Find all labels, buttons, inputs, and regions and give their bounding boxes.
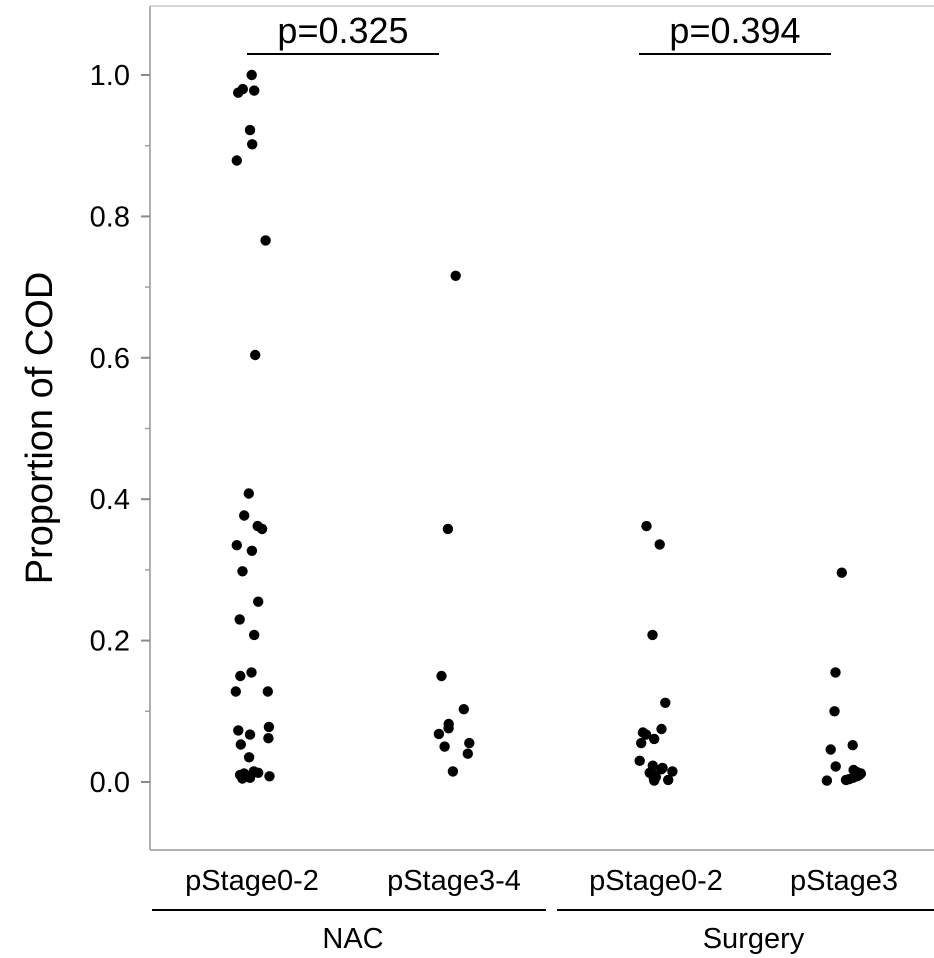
data-point — [247, 139, 258, 150]
data-point — [263, 721, 275, 733]
y-tick-label: 0.4 — [90, 484, 130, 516]
data-point — [237, 83, 248, 95]
x-tick-label: pStage0-2 — [185, 865, 319, 897]
data-point — [253, 767, 264, 778]
data-point — [250, 349, 261, 361]
group-label: NAC — [322, 923, 383, 955]
data-point — [634, 755, 645, 766]
p-value-label: p=0.394 — [669, 10, 800, 51]
data-point — [654, 539, 665, 550]
data-point — [647, 629, 658, 641]
y-tick-label: 0.8 — [90, 201, 130, 233]
data-point — [829, 706, 840, 717]
data-point — [649, 775, 660, 786]
data-point — [660, 697, 671, 708]
data-point — [462, 748, 473, 759]
data-point — [231, 540, 242, 551]
y-tick-label: 0.2 — [90, 626, 130, 658]
data-point — [264, 771, 275, 782]
data-point — [244, 729, 256, 740]
data-point — [830, 761, 841, 772]
data-point — [246, 667, 257, 678]
data-point — [235, 739, 246, 750]
data-point — [450, 270, 461, 281]
data-point — [641, 520, 652, 532]
data-point — [847, 740, 858, 751]
data-point — [656, 723, 667, 735]
data-point — [253, 596, 264, 607]
p-value-label: p=0.325 — [277, 10, 408, 51]
data-point — [458, 704, 469, 715]
data-point — [433, 728, 445, 740]
y-axis: 0.0 0.2 0.4 0.6 0.8 1.0 — [90, 60, 150, 799]
x-axis: pStage0-2 pStage3-4 pStage0-2 pStage3 NAC Sur… — [152, 865, 934, 955]
data-point — [244, 772, 256, 783]
y-tick-label: 0.6 — [90, 343, 130, 375]
p-value-annotations: p=0.325 p=0.394 — [247, 10, 831, 55]
data-point — [235, 670, 246, 682]
data-point — [840, 774, 852, 786]
y-axis-label: Proportion of COD — [19, 272, 61, 585]
data-point — [442, 523, 454, 535]
data-point — [439, 741, 450, 752]
data-point — [237, 566, 248, 577]
data-point — [656, 764, 667, 775]
data-point — [249, 629, 260, 641]
data-point — [443, 723, 454, 734]
data-point — [447, 766, 459, 777]
y-tick-label: 1.0 — [90, 60, 130, 92]
x-tick-label: pStage3 — [790, 865, 898, 897]
data-point — [262, 686, 273, 697]
group-label: Surgery — [703, 923, 805, 955]
data-point — [237, 773, 248, 784]
x-tick-label: pStage0-2 — [589, 865, 723, 897]
data-point — [234, 614, 245, 625]
data-point — [244, 124, 256, 136]
data-point — [260, 235, 271, 246]
data-point — [239, 510, 250, 521]
data-point — [825, 744, 836, 755]
data-point — [436, 670, 447, 682]
data-point — [263, 733, 274, 744]
data-point — [249, 85, 260, 96]
data-point — [246, 69, 257, 81]
data-point — [246, 545, 258, 556]
data-point — [667, 766, 678, 777]
data-point — [836, 567, 847, 578]
data-point — [230, 686, 241, 697]
data-point — [636, 737, 647, 749]
data-point — [252, 520, 263, 532]
data-point — [464, 737, 475, 749]
data-point — [233, 725, 244, 736]
data-point — [243, 752, 255, 763]
data-point — [231, 155, 242, 166]
data-point — [649, 733, 660, 745]
data-point — [663, 774, 674, 786]
x-tick-label: pStage3-4 — [387, 865, 521, 897]
data-point — [243, 488, 254, 499]
data-point — [830, 667, 841, 678]
data-point — [821, 775, 833, 786]
y-tick-label: 0.0 — [90, 767, 130, 799]
data-point — [640, 729, 652, 740]
data-points — [230, 69, 867, 786]
